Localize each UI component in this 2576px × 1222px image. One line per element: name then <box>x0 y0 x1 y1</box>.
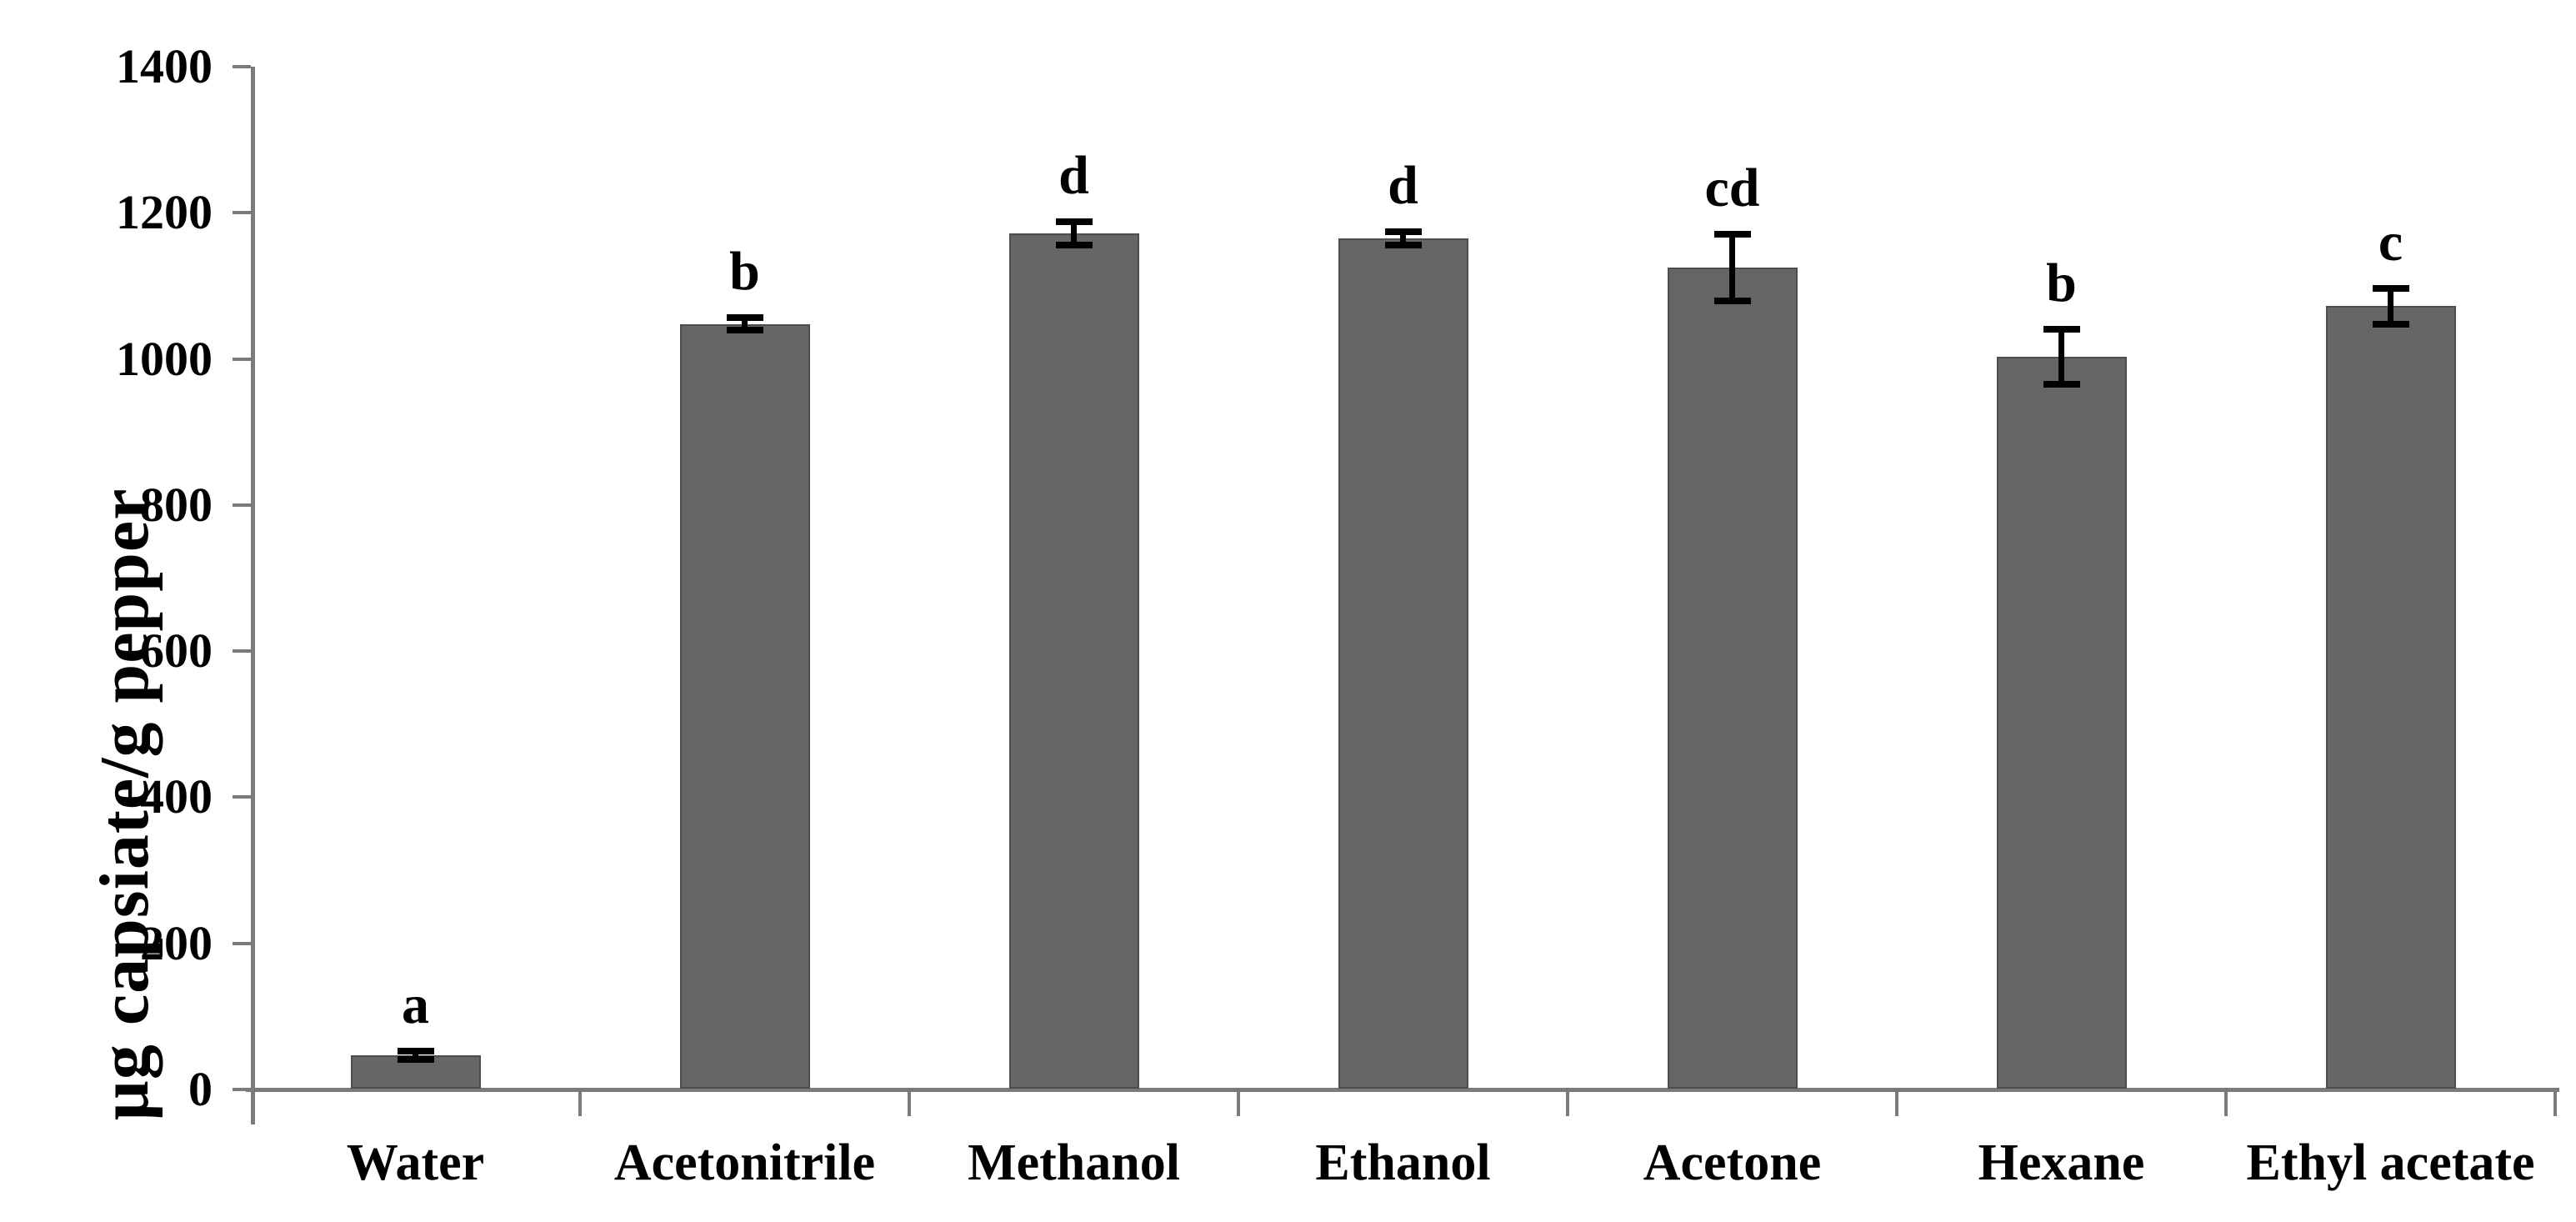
bar-ethyl-acetate <box>2325 306 2456 1089</box>
sig-letter: c <box>2378 211 2403 273</box>
error-bar-cap-bottom <box>2043 381 2080 388</box>
y-axis-tick <box>233 65 251 68</box>
x-axis-category-label: Acetone <box>1643 1134 1822 1191</box>
error-bar-cap-bottom <box>2372 321 2409 328</box>
sig-letter: b <box>729 240 760 302</box>
y-axis-tick <box>233 357 251 361</box>
bar-ethanol <box>1338 238 1468 1089</box>
y-axis-tick-label: 1000 <box>116 331 213 386</box>
x-axis-tick <box>1895 1091 1898 1116</box>
x-axis-tick <box>2224 1091 2228 1116</box>
x-axis-tick <box>1237 1091 1240 1116</box>
sig-letter: a <box>402 974 429 1035</box>
y-axis-tick <box>233 211 251 215</box>
y-axis-tick <box>233 1088 251 1091</box>
error-bar-cap-bottom <box>1055 241 1093 248</box>
sig-letter: b <box>2046 252 2077 313</box>
x-axis-tick <box>1566 1091 1569 1116</box>
error-bar-cap-bottom <box>726 327 763 334</box>
error-bar-line <box>1071 221 1077 245</box>
x-axis-category-label: Hexane <box>1978 1134 2145 1191</box>
y-axis-tick-label: 1400 <box>116 39 213 93</box>
error-bar-line <box>1729 233 1735 302</box>
x-axis-category-label: Ethyl acetate <box>2246 1134 2535 1191</box>
y-axis-tick <box>233 503 251 507</box>
y-axis-tick-label: 600 <box>140 624 213 679</box>
sig-letter: cd <box>1704 157 1760 218</box>
error-bar-line <box>742 317 748 331</box>
x-axis-category-label: Acetonitrile <box>613 1134 876 1191</box>
x-axis-category-label: Methanol <box>968 1134 1180 1191</box>
y-axis-tick <box>233 941 251 945</box>
bar-water <box>350 1054 481 1089</box>
y-axis-tick-label: 0 <box>188 1062 213 1116</box>
sig-letter: d <box>1388 155 1418 217</box>
y-axis-tick-label: 1200 <box>116 185 213 240</box>
bar-acetone <box>1667 268 1798 1089</box>
x-axis-category-label: Ethanol <box>1315 1134 1491 1191</box>
bar-methanol <box>1008 233 1139 1089</box>
error-bar-line <box>2388 288 2393 325</box>
x-axis-tick <box>908 1091 911 1116</box>
error-bar-line <box>2058 328 2064 385</box>
bar-hexane <box>1996 356 2127 1089</box>
y-axis-line <box>251 67 255 1124</box>
y-axis-tick-label: 200 <box>140 915 213 970</box>
y-axis-tick <box>233 649 251 654</box>
error-bar-cap-top <box>397 1047 434 1054</box>
error-bar-line <box>1400 232 1406 245</box>
y-axis-tick <box>233 795 251 799</box>
error-bar-cap-bottom <box>1384 241 1422 248</box>
error-bar-cap-top <box>2043 325 2080 333</box>
error-bar-cap-top <box>2372 284 2409 292</box>
y-axis-tick-label: 800 <box>140 477 213 532</box>
error-bar-cap-top <box>1055 218 1093 225</box>
error-bar-cap-bottom <box>1713 298 1751 305</box>
error-bar-cap-top <box>1384 228 1422 236</box>
y-axis-tick-label: 400 <box>140 769 213 824</box>
x-axis-tick <box>2553 1091 2557 1116</box>
error-bar-cap-top <box>726 313 763 321</box>
error-bar-cap-bottom <box>397 1056 434 1064</box>
error-bar-line <box>413 1050 418 1060</box>
bar-acetonitrile <box>679 323 810 1089</box>
sig-letter: d <box>1058 144 1089 206</box>
error-bar-cap-top <box>1713 230 1751 238</box>
x-axis-tick <box>578 1091 582 1116</box>
x-axis-category-label: Water <box>346 1134 485 1191</box>
x-axis-line <box>246 1088 2559 1092</box>
